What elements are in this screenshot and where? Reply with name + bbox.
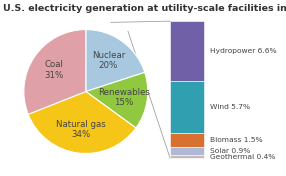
Bar xyxy=(170,81,204,133)
Bar xyxy=(170,147,204,155)
Wedge shape xyxy=(86,72,148,128)
Text: Renewables
15%: Renewables 15% xyxy=(98,88,150,107)
Text: Wind 5.7%: Wind 5.7% xyxy=(210,104,250,110)
Wedge shape xyxy=(86,30,145,92)
Text: Nuclear
20%: Nuclear 20% xyxy=(92,51,125,70)
Text: Coal
31%: Coal 31% xyxy=(44,60,64,80)
Text: Geothermal 0.4%: Geothermal 0.4% xyxy=(210,154,276,160)
Wedge shape xyxy=(28,92,136,153)
Text: Natural gas
34%: Natural gas 34% xyxy=(56,120,106,139)
Bar xyxy=(170,21,204,81)
Bar xyxy=(170,155,204,158)
Text: Biomass 1.5%: Biomass 1.5% xyxy=(210,137,263,143)
Text: Hydropower 6.6%: Hydropower 6.6% xyxy=(210,48,277,54)
Wedge shape xyxy=(24,30,86,114)
Bar xyxy=(170,133,204,147)
Text: U.S. electricity generation at utility-scale facilities in 2016: U.S. electricity generation at utility-s… xyxy=(3,4,286,12)
Text: Solar 0.9%: Solar 0.9% xyxy=(210,148,251,154)
